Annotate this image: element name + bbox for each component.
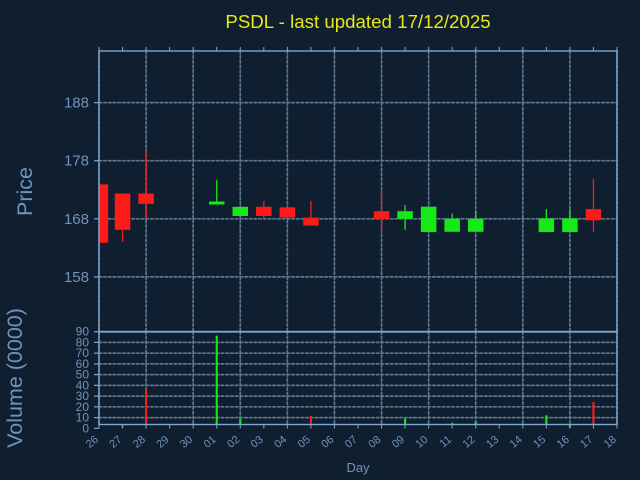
- svg-text:Volume (0000): Volume (0000): [3, 308, 27, 448]
- svg-text:Price: Price: [13, 167, 37, 216]
- svg-text:0: 0: [82, 421, 89, 435]
- svg-text:PSDL - last updated 17/12/2025: PSDL - last updated 17/12/2025: [225, 11, 490, 32]
- svg-text:158: 158: [64, 269, 89, 286]
- svg-text:178: 178: [64, 153, 89, 170]
- svg-text:168: 168: [64, 211, 89, 228]
- svg-text:Day: Day: [346, 460, 370, 475]
- svg-text:188: 188: [64, 95, 89, 112]
